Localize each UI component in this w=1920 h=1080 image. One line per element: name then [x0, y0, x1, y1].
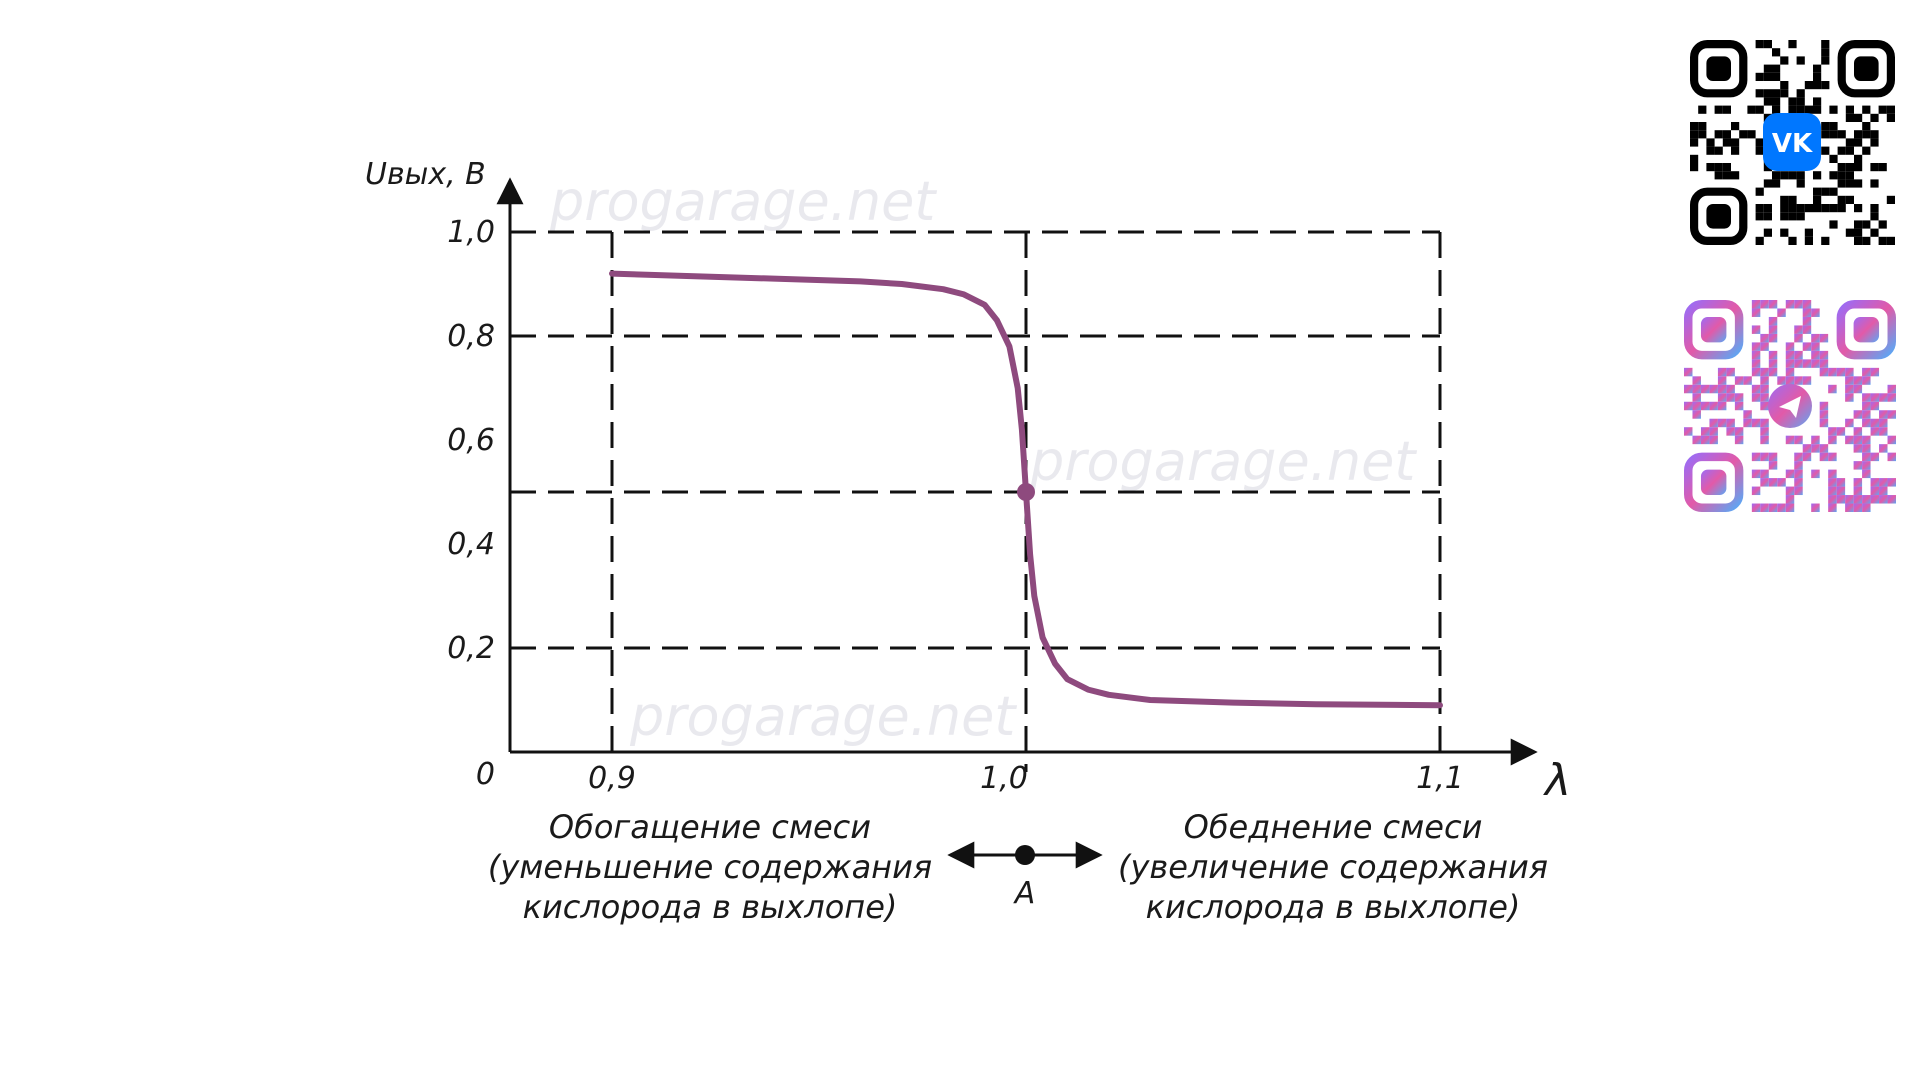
- annotation-right: Обеднение смеси (увеличение содержания к…: [1118, 808, 1548, 926]
- point-a-label: A: [1013, 876, 1036, 911]
- left-line-2: кислорода в выхлопе): [523, 888, 898, 926]
- y-axis-label: Uвых, В: [365, 157, 486, 192]
- y-tick-label: 0,8: [447, 319, 495, 354]
- annotation-left: Обогащение смеси (уменьшение содержания …: [488, 808, 932, 926]
- watermark-2: progarage.net: [1029, 430, 1417, 493]
- watermarks: progarage.net progarage.net progarage.ne…: [549, 170, 1417, 748]
- right-line-1: (увеличение содержания: [1118, 848, 1548, 886]
- y-tick-label: 0: [476, 757, 495, 792]
- x-axis-label: λ: [1543, 755, 1571, 806]
- x-tick-label: 0,9: [588, 761, 636, 796]
- vk-qr-code[interactable]: VK: [1689, 39, 1895, 245]
- telegram-qr-code[interactable]: [1683, 299, 1897, 513]
- point-a-dot: [1015, 845, 1035, 865]
- x-tick-label: 1,1: [1416, 761, 1464, 796]
- svg-text:VK: VK: [1772, 129, 1813, 159]
- watermark-3: progarage.net: [629, 685, 1017, 748]
- midpoint-marker: [1017, 483, 1035, 501]
- y-tick-labels: 0 0,2 0,4 0,6 0,8 1,0: [447, 215, 495, 792]
- series-line: [609, 270, 1443, 709]
- left-title: Обогащение смеси: [549, 808, 871, 846]
- watermark-1: progarage.net: [549, 170, 937, 233]
- point-a-indicator: A: [947, 841, 1103, 911]
- right-line-2: кислорода в выхлопе): [1146, 888, 1521, 926]
- y-tick-label: 0,6: [447, 423, 495, 458]
- y-tick-label: 0,4: [447, 527, 495, 562]
- left-line-1: (уменьшение содержания: [488, 848, 932, 886]
- right-title: Обеднение смеси: [1184, 808, 1483, 846]
- y-tick-label: 1,0: [447, 215, 495, 250]
- x-tick-label: 1,0: [980, 761, 1028, 796]
- y-tick-label: 0,2: [447, 631, 495, 666]
- x-tick-labels: 0,9 1,0 1,1: [588, 761, 1464, 796]
- vk-icon: [1763, 113, 1821, 171]
